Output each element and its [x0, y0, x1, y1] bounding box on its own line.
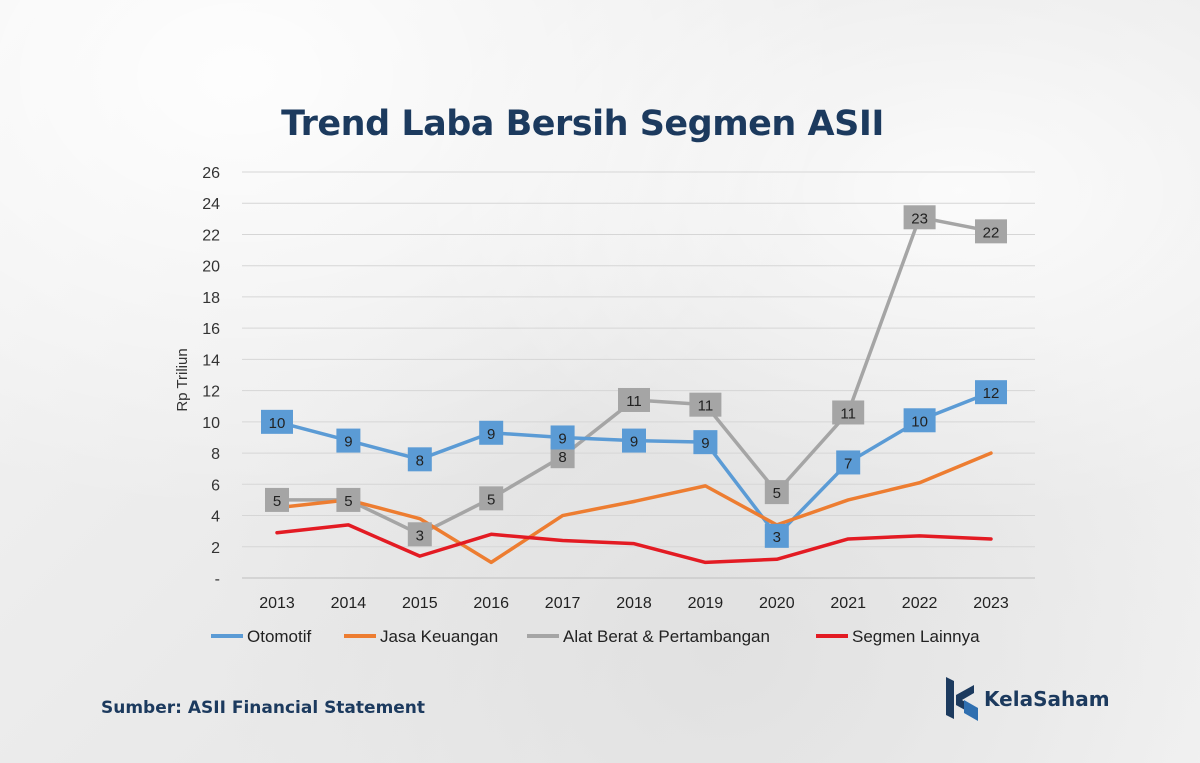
- y-tick-label: 22: [202, 227, 220, 244]
- data-label: 7: [844, 455, 852, 472]
- data-label-box: [689, 392, 722, 417]
- data-label-box: [407, 447, 432, 472]
- data-label-box: [407, 522, 432, 547]
- y-tick-label: 24: [202, 196, 220, 213]
- data-label: 9: [344, 434, 352, 451]
- data-label-layer: 5 5 3 5 8 11 11 5 11 23 22 10 9 8 9 9 9 9 3 7 10 12: [261, 205, 1007, 548]
- data-label: 5: [273, 493, 281, 510]
- x-tick-label: 2014: [331, 595, 367, 612]
- data-label: 5: [487, 491, 495, 508]
- data-label: 8: [416, 452, 424, 469]
- series-line-otomotif: [275, 390, 993, 538]
- data-label-box: [336, 487, 361, 512]
- data-label: 12: [983, 385, 1000, 402]
- x-tick-label: 2023: [973, 595, 1009, 612]
- data-label: 10: [911, 413, 928, 430]
- data-label: 5: [344, 493, 352, 510]
- data-label-box: [903, 205, 936, 230]
- x-tick-label: 2020: [759, 595, 795, 612]
- data-label-box: [336, 428, 361, 453]
- legend-label: Alat Berat & Pertambangan: [563, 627, 770, 646]
- data-label-box: [479, 486, 504, 511]
- data-label: 8: [558, 449, 566, 466]
- x-tick-label: 2021: [830, 595, 866, 612]
- data-label-box: [550, 425, 575, 450]
- data-label-box: [622, 428, 646, 453]
- data-label: 9: [630, 434, 638, 451]
- data-label: 23: [911, 210, 928, 227]
- x-tick-label: 2022: [902, 595, 938, 612]
- y-tick-label: 6: [211, 477, 220, 494]
- source-note: Sumber: ASII Financial Statement: [101, 698, 426, 718]
- y-tick-label: 14: [202, 352, 220, 369]
- y-tick-label: 8: [211, 446, 220, 463]
- y-tick-label: 26: [202, 165, 220, 182]
- data-label: 11: [626, 393, 642, 410]
- y-tick-label: 20: [202, 259, 220, 276]
- data-label-box: [903, 408, 936, 433]
- data-label: 10: [269, 415, 286, 432]
- series-line-alat-berat-pertambangan: [275, 215, 993, 537]
- data-label: 22: [983, 224, 1000, 241]
- legend-label: Segmen Lainnya: [852, 627, 980, 646]
- data-label-box: [261, 409, 293, 434]
- brand-logo: KelaSaham: [944, 675, 1164, 723]
- brand-name: KelaSaham: [984, 687, 1110, 711]
- x-tick-label: 2018: [616, 595, 652, 612]
- data-label: 11: [698, 398, 714, 415]
- legend-label: Jasa Keuangan: [380, 627, 498, 646]
- series-line-jasa-keuangan: [275, 451, 993, 565]
- x-tick-label: 2016: [473, 595, 509, 612]
- data-label-box: [265, 487, 289, 512]
- data-label-box: [836, 450, 861, 475]
- y-tick-label: 12: [202, 384, 220, 401]
- data-label: 3: [773, 529, 781, 546]
- data-label-box: [479, 420, 504, 445]
- x-tick-label: 2017: [545, 595, 581, 612]
- legend-label: Otomotif: [247, 627, 312, 646]
- y-tick-label: 10: [202, 415, 220, 432]
- y-axis-label: Rp Triliun: [174, 348, 191, 411]
- data-label: 11: [840, 405, 856, 422]
- y-tick-label: 18: [202, 290, 220, 307]
- data-label-box: [764, 523, 789, 548]
- data-label: 9: [487, 426, 495, 443]
- data-label: 3: [416, 527, 424, 544]
- kelasaham-logo-icon: [946, 677, 978, 721]
- data-label-box: [832, 400, 865, 425]
- chart-title: Trend Laba Bersih Segmen ASII: [281, 104, 884, 144]
- x-tick-label: 2015: [402, 595, 438, 612]
- y-tick-label: -: [215, 571, 220, 588]
- data-label-box: [764, 480, 789, 505]
- y-tick-label: 2: [211, 540, 220, 557]
- legend: Otomotif Jasa Keuangan Alat Berat & Pertam…: [211, 627, 980, 646]
- data-label-box: [618, 387, 650, 412]
- data-label-box: [975, 380, 1007, 405]
- x-tick-label: 2013: [259, 595, 295, 612]
- data-label-box: [975, 219, 1007, 244]
- y-tick-label: 16: [202, 321, 220, 338]
- data-label-box: [693, 430, 718, 455]
- x-tick-label: 2019: [688, 595, 724, 612]
- data-label: 5: [773, 485, 781, 502]
- y-tick-label: 4: [211, 509, 220, 526]
- data-label: 9: [558, 430, 566, 447]
- data-label: 9: [701, 435, 709, 452]
